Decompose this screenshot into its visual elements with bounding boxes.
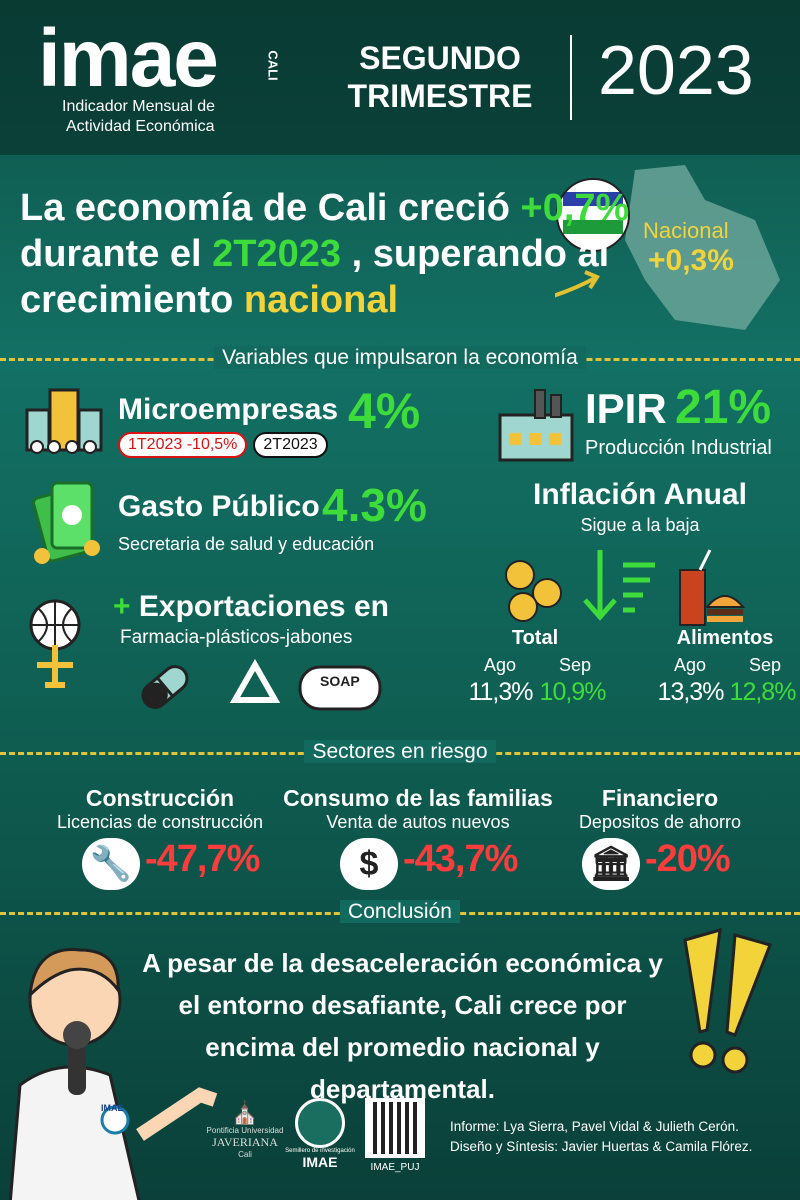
export-icons (141, 658, 382, 711)
inflation-title: Inflación Anual (533, 478, 747, 511)
sector-name: Financiero (601, 785, 719, 811)
text: Variables que impulsaron la economía (214, 346, 586, 369)
sector-name: Consumo de las familias (283, 785, 553, 811)
highlight: +0,7% (520, 187, 630, 229)
sector-value: -20% (645, 838, 731, 880)
sector-icon: 🔧 (82, 838, 140, 890)
credits: Informe: Lya Sierra, Pavel Vidal & Julie… (450, 1117, 752, 1157)
globe-plane-icon (29, 599, 81, 688)
micro-value: 4% (348, 383, 421, 439)
rate: 13,3% (657, 678, 725, 706)
section-title: Conclusión (0, 900, 800, 924)
national-label: Nacional (643, 218, 729, 243)
text: crecimiento (20, 279, 234, 321)
plus: + (113, 590, 131, 623)
text: Conclusión (340, 900, 460, 923)
rate: 12,8% (729, 678, 797, 706)
group-label: Total (511, 627, 559, 649)
university-logo: ⛪ Pontificia Universidad JAVERIANA Cali (205, 1100, 285, 1159)
text: JAVERIANA (212, 1135, 278, 1149)
text: durante el (20, 233, 202, 275)
rate: 10,9% (539, 678, 607, 706)
text: Informe: Lya Sierra, Pavel Vidal & Julie… (450, 1119, 739, 1134)
crest: ⛪ (231, 1100, 259, 1125)
badge: 1T2023 -10,5% (118, 432, 248, 458)
headline: La economía de Cali creció +0,7% durante… (20, 185, 629, 323)
text: Diseño y Síntesis: Javier Huertas & Cami… (450, 1139, 753, 1154)
presenter-illustration (8, 948, 218, 1200)
sector-value: -43,7% (403, 838, 518, 880)
soap-text: SOAP (320, 673, 360, 689)
ipir-value: 21% (675, 381, 772, 434)
national-value: +0,3% (648, 244, 734, 277)
ipir-sub: Producción Industrial (585, 437, 772, 459)
text: La economía de Cali creció (20, 187, 510, 229)
sector-icon: 🏛 (582, 838, 640, 890)
sector-value: -47,7% (145, 838, 260, 880)
export-sub: Farmacia-plásticos-jabones (120, 627, 353, 648)
badge: 2T2023 (253, 432, 328, 458)
inflation-sub: Sigue a la baja (580, 515, 700, 535)
sector-sub: Depositos de ahorro (578, 812, 742, 832)
divider (570, 35, 572, 120)
month: Sep (558, 655, 592, 675)
month: Ago (673, 655, 707, 675)
subtitle: Indicador Mensual de (62, 98, 215, 115)
inflation-icons (505, 549, 746, 626)
text: IMAE (302, 1154, 338, 1170)
gasto-label: Gasto Público (118, 490, 320, 523)
text: , superando al (351, 233, 610, 275)
period: TRIMESTRE (347, 78, 533, 114)
month: Sep (748, 655, 782, 675)
period: SEGUNDO (359, 40, 521, 76)
header-band (0, 0, 800, 155)
factory-icon (498, 389, 574, 462)
exclamation-icon (683, 927, 772, 1074)
seedbed-logo: Semillero de investigación IMAE (285, 1098, 355, 1170)
text: Semillero de investigación (285, 1148, 355, 1154)
sector-icon: $ (340, 838, 398, 890)
year: 2023 (598, 31, 754, 109)
highlight: nacional (243, 279, 399, 321)
money-icon (32, 481, 100, 564)
gasto-sub: Secretaria de salud y educación (118, 534, 375, 554)
section-title: Sectores en riesgo (0, 740, 800, 764)
buildings-icon (25, 388, 103, 454)
text: IMAE_PUJ (370, 1162, 420, 1173)
ipir-label: IPIR (585, 385, 667, 432)
map (555, 165, 780, 330)
badges: 1T2023 -10,5% 2T2023 (118, 432, 334, 458)
subtitle: Actividad Económica (66, 118, 215, 135)
month: Ago (483, 655, 517, 675)
text: Pontificia Universidad (206, 1126, 284, 1135)
brand: imae (38, 13, 219, 104)
export-label: + Exportaciones en (113, 590, 389, 624)
conclusion-text: A pesar de la desaceleración económica y… (142, 948, 663, 1104)
sector-sub: Venta de autos nuevos (326, 812, 510, 832)
text: Sectores en riesgo (304, 740, 496, 763)
text: Exportaciones en (138, 590, 389, 623)
sector-sub: Licencias de construcción (56, 812, 264, 832)
badge-text: IMAE (101, 1103, 124, 1113)
text: Cali (238, 1150, 252, 1159)
rate: 11,3% (468, 678, 533, 706)
micro-label: Microempresas (118, 393, 339, 426)
gasto-value: 4.3% (322, 479, 427, 531)
qr-code (365, 1098, 425, 1158)
brand-city: CALI (265, 50, 281, 81)
group-label: Alimentos (676, 627, 774, 649)
sector-name: Construcción (85, 785, 235, 811)
highlight: 2T2023 (212, 233, 342, 275)
section-title: Variables que impulsaron la economía (0, 346, 800, 370)
social-logo: IMAE_PUJ (355, 1098, 435, 1173)
logo-circle (295, 1098, 345, 1148)
